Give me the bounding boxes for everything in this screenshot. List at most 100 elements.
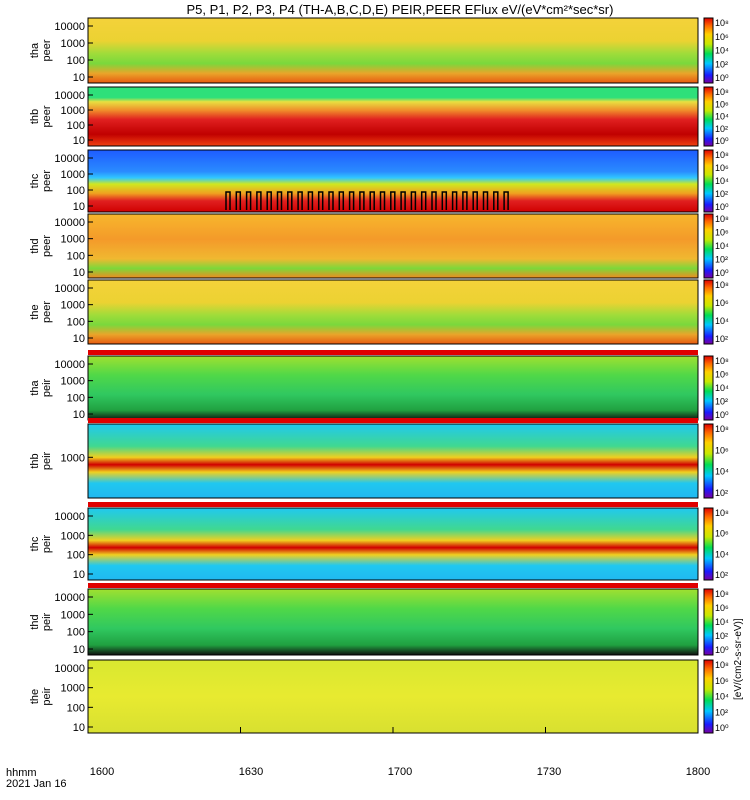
colorbar-tick-label: 10⁶ [715, 445, 729, 455]
panel-frame [87, 507, 699, 581]
y-tick-label: 10000 [54, 359, 85, 371]
x-tick-label: 1630 [239, 766, 263, 778]
spectrogram-the-peer [88, 280, 698, 344]
panel-frame [87, 279, 699, 345]
colorbar-tick-label: 10⁴ [715, 316, 729, 326]
spectrogram-thc-peir [88, 508, 698, 580]
y-tick-label: 1000 [61, 530, 85, 542]
colorbar-tick-label: 10⁸ [715, 424, 729, 434]
y-axis-label: peir [41, 534, 53, 553]
x-axis-date-label: 2021 Jan 16 [6, 778, 67, 790]
colorbar-tick-label: 10² [715, 631, 728, 641]
y-tick-label: 10000 [54, 153, 85, 165]
x-tick-label: 1800 [686, 766, 710, 778]
y-axis-label: peer [41, 170, 53, 192]
colorbar-tick-label: 10⁶ [715, 603, 729, 613]
colorbar-tick-label: 10⁴ [715, 176, 729, 186]
x-ticks [87, 727, 699, 733]
y-axis-label: the [29, 304, 41, 319]
y-axis-label: tha [29, 42, 41, 58]
x-tick-label: 1700 [388, 766, 412, 778]
colorbar-tick-label: 10⁶ [715, 298, 729, 308]
colorbar-tick-label: 10⁴ [715, 241, 729, 251]
colorbar-tick-label: 10⁸ [715, 660, 729, 670]
panel-frame [87, 213, 699, 279]
colorbar [703, 213, 714, 279]
colorbar-tick-label: 10⁰ [715, 136, 729, 146]
colorbar-tick-label: 10⁴ [715, 617, 729, 627]
colorbar-tick-label: 10² [715, 570, 728, 580]
y-tick-label: 10 [73, 569, 85, 581]
colorbar-tick-label: 10⁸ [715, 87, 729, 97]
panel-frame [87, 17, 699, 84]
y-axis-label: thc [29, 173, 41, 188]
y-tick-label: 10000 [54, 217, 85, 229]
y-tick-label: 100 [67, 702, 85, 714]
spectrogram-thb-peer [88, 87, 698, 146]
colorbar-tick-label: 10² [715, 707, 728, 717]
y-tick-label: 100 [67, 185, 85, 197]
panel-tha-peer: 10000 1000 100 10 tha peer 10⁸ 10⁶ 10⁴ 10² 10⁰ [29, 17, 729, 84]
fill-band [88, 502, 698, 507]
y-axis-label: thd [29, 614, 41, 629]
y-tick-label: 10 [73, 72, 85, 84]
y-tick-label: 1000 [61, 376, 85, 388]
y-tick-label: 1000 [61, 300, 85, 312]
colorbar-tick-label: 10⁴ [715, 383, 729, 393]
colorbar-tick-label: 10⁸ [715, 18, 729, 28]
colorbar [703, 279, 714, 345]
y-tick-label: 10000 [54, 283, 85, 295]
x-tick-label: 1730 [537, 766, 561, 778]
colorbar-tick-label: 10² [715, 124, 728, 134]
colorbar-tick-label: 10⁶ [715, 370, 729, 380]
x-axis: hhmm 2021 Jan 16 1600 1630 1700 1730 180… [6, 766, 710, 790]
colorbar-tick-label: 10⁰ [715, 202, 729, 212]
fill-band [88, 418, 698, 423]
y-tick-label: 10 [73, 135, 85, 147]
colorbar-tick-label: 10² [715, 397, 728, 407]
spectrogram-tha-peer [88, 18, 698, 83]
panel-frame [87, 588, 699, 656]
colorbar-tick-label: 10⁴ [715, 549, 729, 559]
spectrogram-tha-peir [88, 356, 698, 420]
colorbar-tick-label: 10⁴ [715, 692, 729, 702]
panel-the-peer: 10000 1000 100 10 the peer 10⁸ 10⁶ 10⁴ 10² [29, 279, 729, 345]
y-axis-label: peer [41, 105, 53, 127]
y-axis-label: peir [41, 612, 53, 631]
y-axis-label: the [29, 689, 41, 704]
spectrogram-thd-peir [88, 589, 698, 655]
colorbar-tick-label: 10² [715, 488, 728, 498]
fill-band [88, 350, 698, 355]
colorbar-tick-label: 10⁸ [715, 150, 729, 160]
colorbar-tick-label: 10⁶ [715, 99, 729, 109]
y-tick-label: 10 [73, 722, 85, 734]
colorbar-tick-label: 10² [715, 255, 728, 265]
colorbar-tick-label: 10⁶ [715, 32, 729, 42]
y-tick-label: 100 [67, 250, 85, 262]
panel-thb-peir: 1000 thb peir 10⁸ 10⁶ 10⁴ 10² [29, 418, 729, 499]
panel-the-peir: 10000 1000 100 10 the peir 10⁸ 10⁶ 10⁴ 10² 10⁰ [29, 659, 729, 734]
y-tick-label: 100 [67, 550, 85, 562]
y-tick-label: 1000 [61, 234, 85, 246]
colorbar-tick-label: 10⁸ [715, 589, 729, 599]
panel-frame [87, 423, 699, 499]
y-tick-label: 10000 [54, 592, 85, 604]
y-axis-label: peir [41, 378, 53, 397]
y-tick-label: 10 [73, 267, 85, 279]
colorbar-tick-label: 10⁸ [715, 280, 729, 290]
colorbar-tick-label: 10² [715, 189, 728, 199]
colorbar-tick-label: 10⁶ [715, 228, 729, 238]
colorbar [703, 423, 714, 499]
panel-thb-peer: 10000 1000 100 10 thb peer 10⁸ 10⁶ 10⁴ 10² 10⁰ [29, 86, 729, 147]
colorbar-tick-label: 10⁰ [715, 410, 729, 420]
y-tick-label: 1000 [61, 169, 85, 181]
y-axis-label: peer [41, 235, 53, 257]
colorbar [703, 588, 714, 656]
panel-thd-peer: 10000 1000 100 10 thd peer 10⁸ 10⁶ 10⁴ 10² 10⁰ [29, 213, 729, 279]
y-tick-label: 100 [67, 392, 85, 404]
spectrogram-thb-peir [88, 424, 698, 498]
colorbar-tick-label: 10⁴ [715, 467, 729, 477]
panel-stack: 10000 1000 100 10 tha peer 10⁸ 10⁶ 10⁴ 10² 10⁰ 1000… [29, 17, 729, 734]
colorbar [703, 17, 714, 84]
